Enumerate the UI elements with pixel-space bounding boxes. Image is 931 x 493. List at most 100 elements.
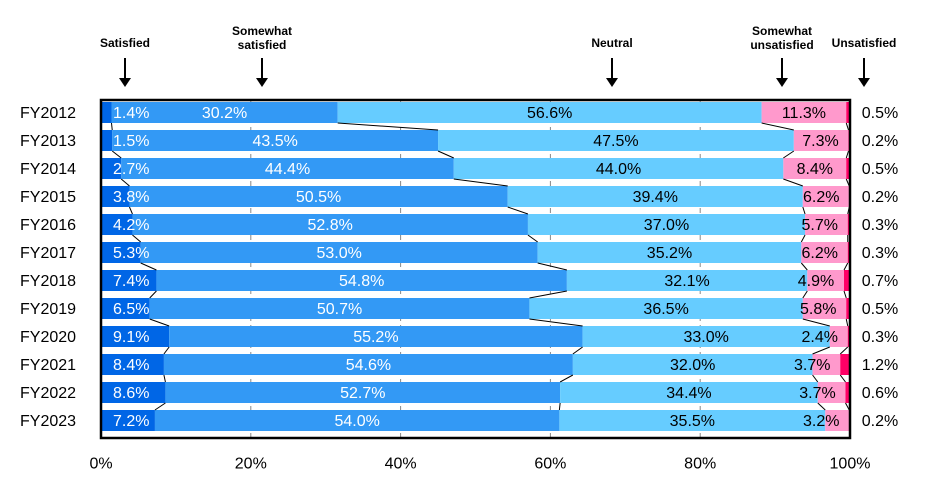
bar-segment bbox=[829, 326, 848, 347]
x-tick-label: 40% bbox=[385, 456, 417, 473]
data-label: 56.6% bbox=[527, 105, 572, 122]
category-label: FY2014 bbox=[20, 161, 76, 178]
category-label: FY2023 bbox=[20, 413, 76, 430]
series-connector bbox=[163, 374, 166, 383]
bar-segment bbox=[121, 158, 454, 179]
series-connector bbox=[537, 262, 567, 271]
data-label: 0.2% bbox=[862, 413, 898, 430]
bar-segment bbox=[101, 410, 155, 431]
series-connector bbox=[812, 374, 819, 383]
data-label: 52.7% bbox=[340, 385, 385, 402]
category-label: FY2016 bbox=[20, 217, 76, 234]
series-connector bbox=[558, 402, 561, 411]
data-label: 32.1% bbox=[664, 273, 709, 290]
series-connector bbox=[845, 122, 849, 131]
category-label: FY2022 bbox=[20, 385, 76, 402]
category-label: FY2015 bbox=[20, 189, 76, 206]
bar-segment bbox=[529, 298, 803, 319]
data-label: 0.3% bbox=[862, 329, 898, 346]
series-connector bbox=[149, 318, 170, 327]
data-label: 50.5% bbox=[296, 189, 341, 206]
bar-segment bbox=[582, 326, 830, 347]
data-label: 44.4% bbox=[265, 161, 310, 178]
bar-segment bbox=[101, 298, 150, 319]
data-label: 6.2% bbox=[802, 245, 838, 262]
series-connector bbox=[559, 374, 574, 383]
data-label: 3.8% bbox=[113, 189, 149, 206]
data-label: 30.2% bbox=[202, 105, 247, 122]
data-label: 0.6% bbox=[862, 385, 898, 402]
legend-label: Neutral bbox=[591, 36, 633, 50]
category-label: FY2013 bbox=[20, 133, 76, 150]
bar-segment bbox=[337, 102, 762, 123]
series-connector bbox=[154, 402, 166, 411]
bar-segment bbox=[783, 158, 847, 179]
bar-segment bbox=[825, 410, 850, 431]
data-label: 9.1% bbox=[113, 329, 149, 346]
bar-segment bbox=[812, 354, 841, 375]
series-connector bbox=[132, 234, 142, 243]
bar-segment bbox=[507, 186, 803, 207]
x-tick-label: 20% bbox=[235, 456, 267, 473]
bar-segment bbox=[802, 186, 850, 207]
data-label: 35.2% bbox=[647, 245, 692, 262]
series-connector bbox=[802, 318, 830, 327]
legend-arrow-icon bbox=[858, 58, 870, 87]
series-connector bbox=[843, 290, 847, 299]
data-label: 8.6% bbox=[113, 385, 149, 402]
data-label: 54.8% bbox=[339, 273, 384, 290]
bar-segment bbox=[132, 214, 528, 235]
series-connector bbox=[140, 262, 157, 271]
data-label: 7.2% bbox=[113, 413, 149, 430]
data-label: 6.5% bbox=[113, 301, 149, 318]
series-connector bbox=[800, 262, 808, 271]
x-tick-label: 80% bbox=[684, 456, 716, 473]
bar-segment bbox=[101, 102, 112, 123]
series-connector bbox=[817, 402, 826, 411]
legend-arrow-icon bbox=[606, 58, 618, 87]
bar-segment bbox=[169, 326, 583, 347]
bar-segment bbox=[101, 158, 122, 179]
data-label: 5.3% bbox=[113, 245, 149, 262]
series-connector bbox=[149, 290, 157, 299]
data-label: 37.0% bbox=[644, 217, 689, 234]
data-label: 0.5% bbox=[862, 161, 898, 178]
series-connector bbox=[529, 318, 583, 327]
bar-segment bbox=[527, 214, 806, 235]
bar-segment bbox=[559, 410, 826, 431]
data-label: 0.5% bbox=[862, 301, 898, 318]
bar-segment bbox=[840, 354, 850, 375]
category-label: FY2017 bbox=[20, 245, 76, 262]
category-label: FY2019 bbox=[20, 301, 76, 318]
legend-label: Somewhat unsatisfied bbox=[750, 24, 814, 52]
data-label: 3.2% bbox=[803, 413, 839, 430]
bar-segment bbox=[845, 382, 850, 403]
data-label: 0.2% bbox=[862, 189, 898, 206]
data-label: 6.2% bbox=[803, 189, 839, 206]
data-label: 54.0% bbox=[334, 413, 379, 430]
bar-segment bbox=[101, 242, 141, 263]
bar-segment bbox=[101, 270, 157, 291]
bar-segment bbox=[846, 102, 850, 123]
data-label: 7.4% bbox=[113, 273, 149, 290]
data-label: 0.2% bbox=[862, 133, 898, 150]
data-label: 2.4% bbox=[802, 329, 838, 346]
bar-segment bbox=[154, 410, 560, 431]
bar-segment bbox=[163, 354, 573, 375]
data-label: 0.5% bbox=[862, 105, 898, 122]
series-connector bbox=[839, 374, 846, 383]
data-label: 34.4% bbox=[666, 385, 711, 402]
category-label: FY2021 bbox=[20, 357, 76, 374]
data-label: 5.7% bbox=[802, 217, 838, 234]
bar-segment bbox=[817, 382, 846, 403]
series-connector bbox=[845, 150, 849, 159]
x-tick-label: 100% bbox=[830, 456, 871, 473]
series-connector bbox=[761, 122, 794, 131]
data-label: 5.8% bbox=[800, 301, 836, 318]
x-tick-label: 60% bbox=[534, 456, 566, 473]
data-label: 55.2% bbox=[353, 329, 398, 346]
legend-arrow-icon bbox=[776, 58, 788, 87]
data-label: 39.4% bbox=[633, 189, 678, 206]
bar-segment bbox=[572, 354, 813, 375]
